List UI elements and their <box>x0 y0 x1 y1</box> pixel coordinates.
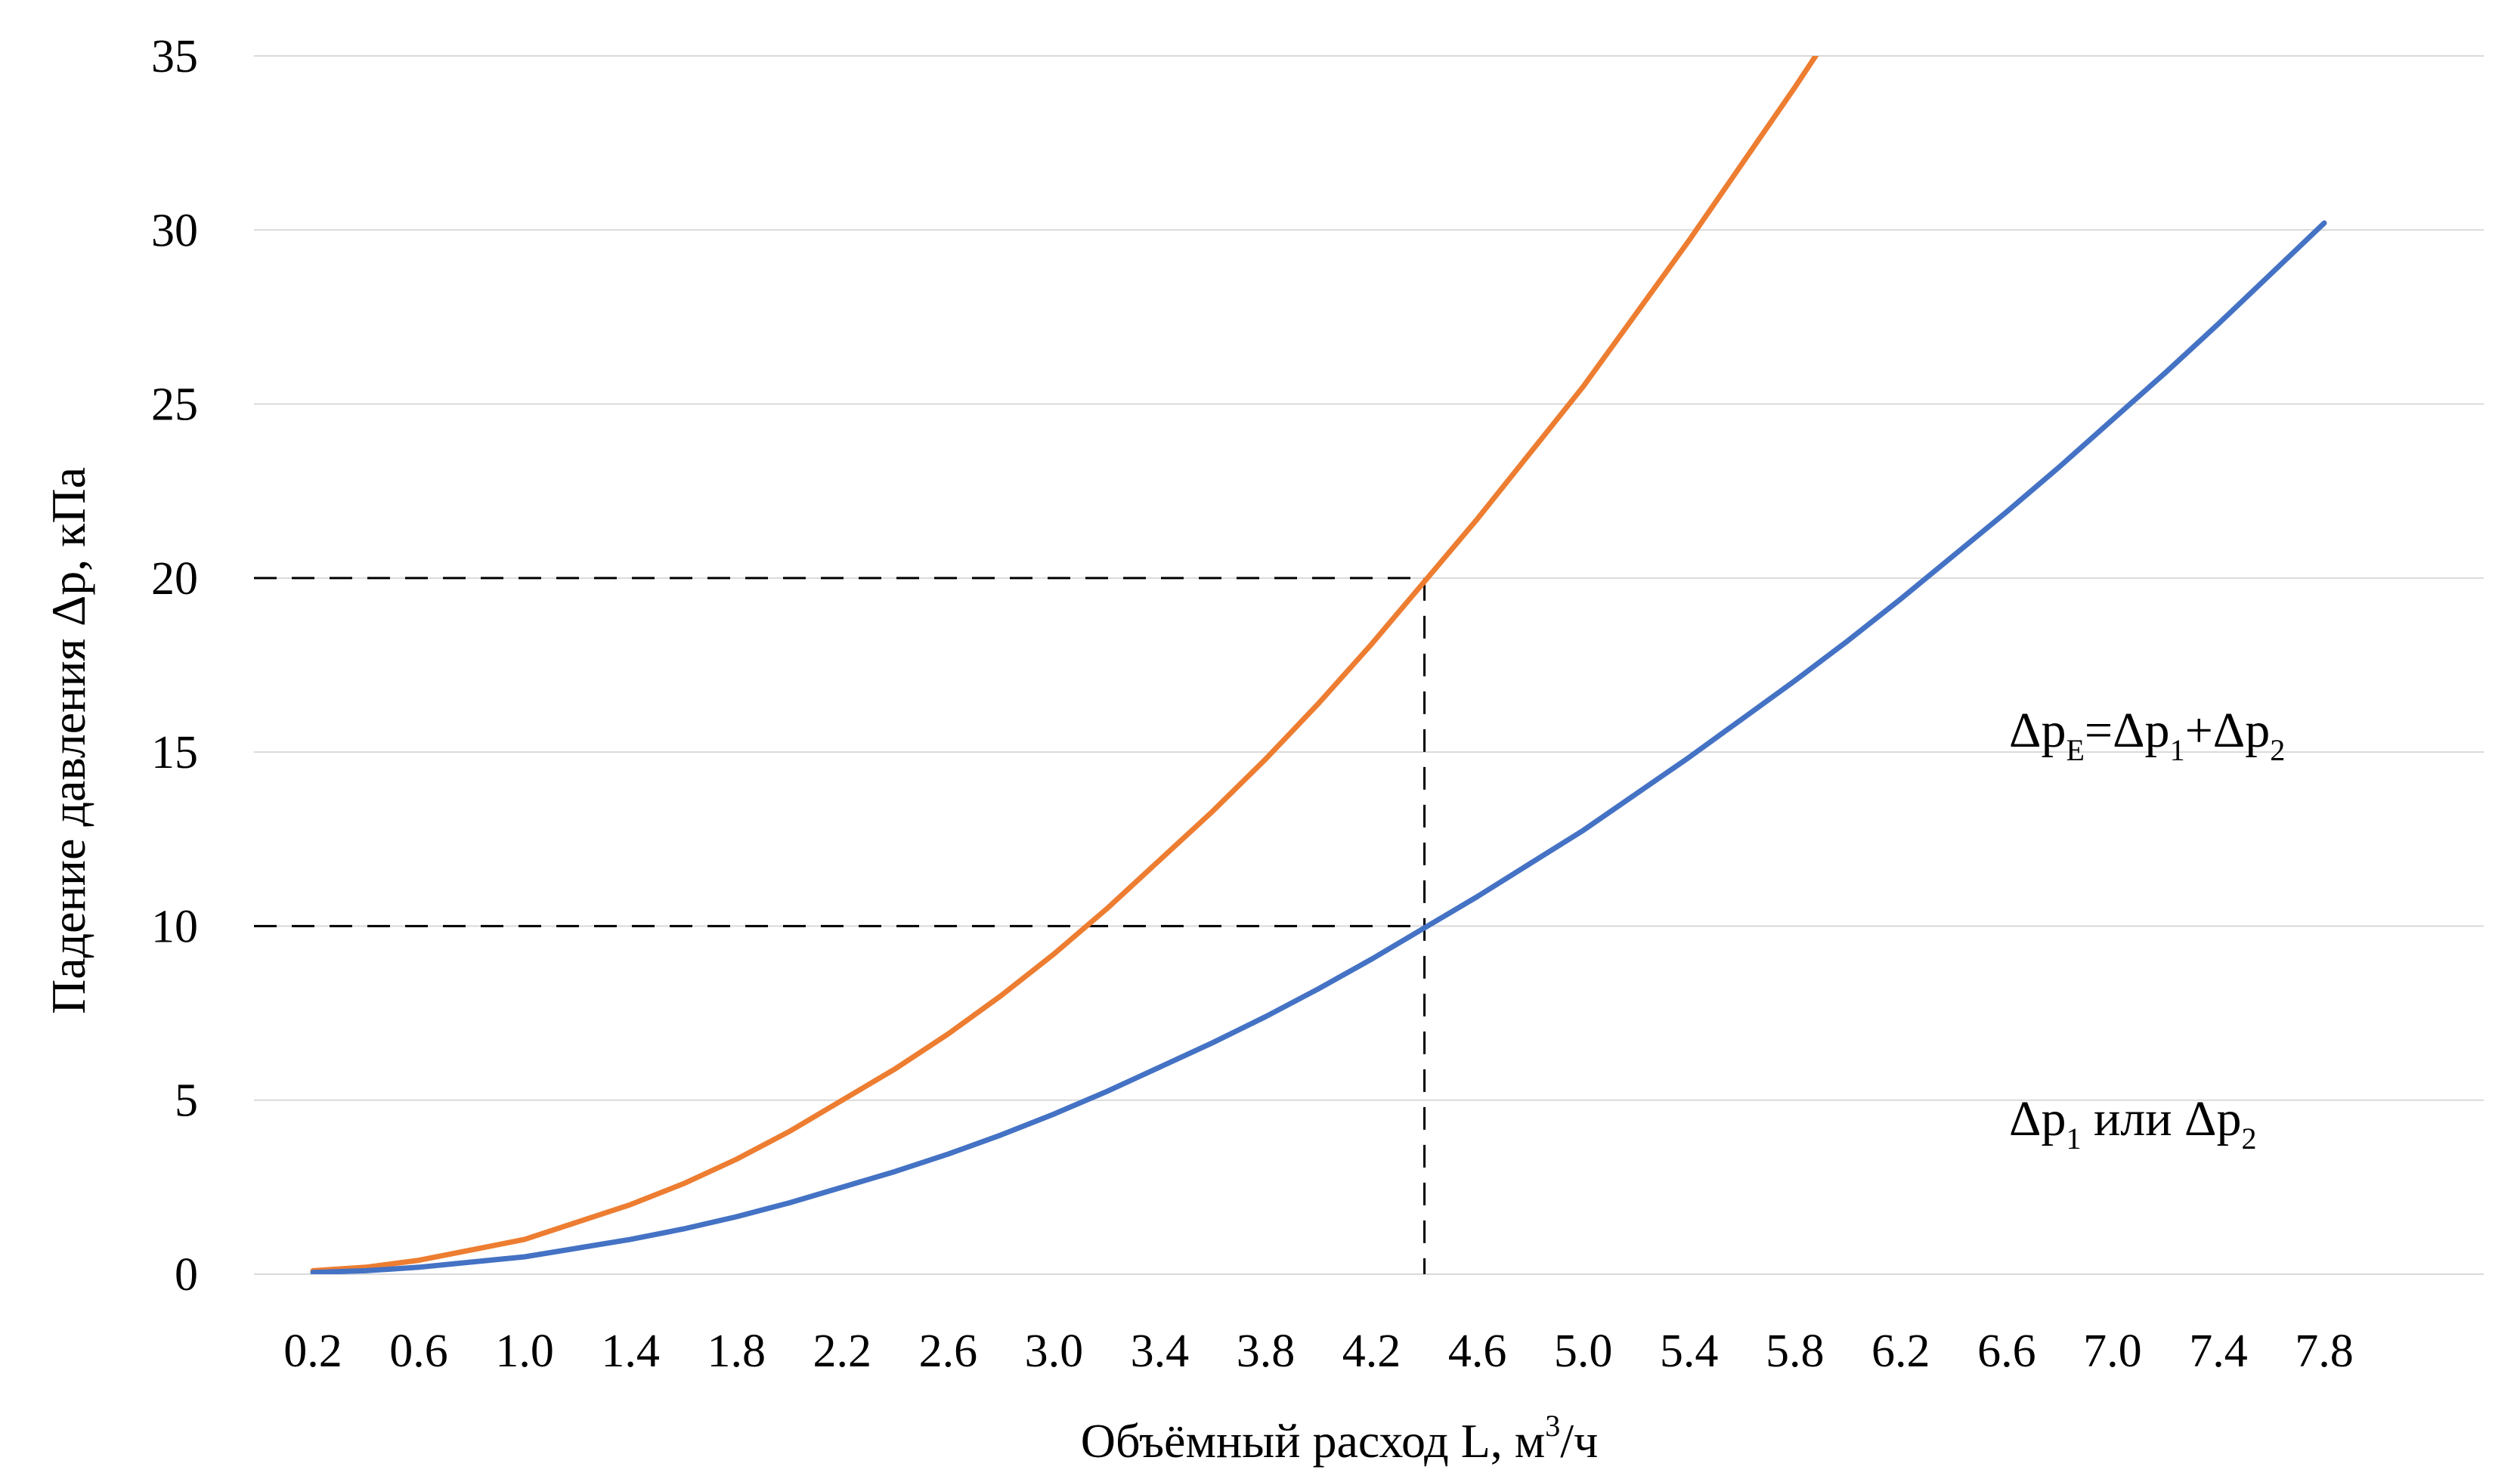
x-tick-label: 3.8 <box>1237 1326 1296 1377</box>
x-axis-title-sup: 3 <box>1545 1409 1560 1443</box>
x-tick-label: 7.4 <box>2189 1326 2248 1377</box>
series-sum-label-op1: =Δp <box>2085 703 2170 758</box>
y-tick-label: 0 <box>175 1249 198 1301</box>
x-tick-labels: 0.2 0.6 1.0 1.4 1.8 2.2 2.6 3.0 3.4 3.8 4.2 4.6 5.0 5… <box>283 1326 2354 1377</box>
series-sum-line <box>310 56 1819 1273</box>
x-tick-label: 5.0 <box>1554 1326 1613 1377</box>
y-tick-label: 30 <box>151 205 198 256</box>
y-tick-label: 10 <box>151 901 198 952</box>
x-tick-label: 5.8 <box>1766 1326 1825 1377</box>
series-sum-label-op2: +Δp <box>2185 703 2271 758</box>
x-tick-label: 4.2 <box>1342 1326 1401 1377</box>
y-axis-title: Падение давления Δp, кПа <box>42 467 95 1014</box>
x-tick-label: 7.0 <box>2083 1326 2142 1377</box>
x-axis-title: Объёмный расход L, м3/ч <box>1081 1409 1599 1468</box>
series-sum-label-sub1: Е <box>2066 733 2084 767</box>
series-lines <box>310 56 2327 1274</box>
x-tick-label: 6.2 <box>1871 1326 1930 1377</box>
y-tick-labels: 0 5 10 15 20 25 30 35 <box>151 31 198 1301</box>
x-axis-title-tail: /ч <box>1560 1414 1598 1468</box>
x-axis-title-main: Объёмный расход L, м <box>1081 1414 1546 1468</box>
series-single-label-sub1: 1 <box>2066 1122 2081 1156</box>
x-tick-label: 7.8 <box>2295 1326 2354 1377</box>
x-tick-label: 2.2 <box>813 1326 872 1377</box>
x-tick-label: 2.6 <box>919 1326 978 1377</box>
series-sum-label-sub2: 1 <box>2170 733 2185 767</box>
y-tick-label: 15 <box>151 727 198 778</box>
x-tick-label: 1.4 <box>601 1326 660 1377</box>
x-tick-label: 0.6 <box>389 1326 448 1377</box>
x-tick-label: 1.8 <box>707 1326 766 1377</box>
series-sum-label-sub3: 2 <box>2270 733 2285 767</box>
y-tick-label: 35 <box>151 31 198 82</box>
y-tick-label: 5 <box>175 1075 198 1127</box>
y-tick-label: 25 <box>151 379 198 431</box>
series-single-label-mid: или Δp <box>2081 1091 2241 1146</box>
x-tick-label: 0.2 <box>283 1326 342 1377</box>
series-single-line <box>310 220 2327 1274</box>
series-single-label-base: Δp <box>2009 1091 2066 1146</box>
x-tick-label: 3.4 <box>1131 1326 1190 1377</box>
x-tick-label: 3.0 <box>1025 1326 1084 1377</box>
y-tick-label: 20 <box>151 553 198 605</box>
x-tick-label: 6.6 <box>1977 1326 2036 1377</box>
x-tick-label: 4.6 <box>1448 1326 1507 1377</box>
series-single-label: Δp1 или Δp2 <box>2009 1091 2256 1156</box>
series-single-label-sub2: 2 <box>2241 1122 2256 1156</box>
x-tick-label: 5.4 <box>1660 1326 1719 1377</box>
x-tick-label: 1.0 <box>495 1326 554 1377</box>
series-sum-label: ΔpЕ=Δp1+Δp2 <box>2009 703 2285 767</box>
series-sum-label-base: Δp <box>2009 703 2066 758</box>
